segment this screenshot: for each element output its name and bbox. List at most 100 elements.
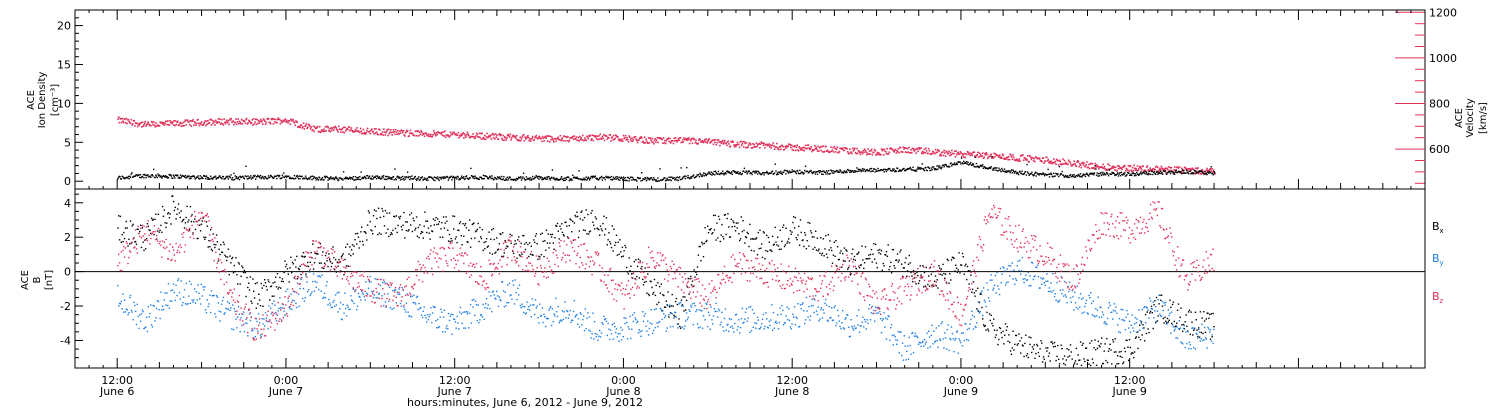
b-point-bx (437, 218, 439, 220)
b-point-by (498, 296, 500, 298)
b-point-bx (1176, 309, 1179, 311)
b-point-bx (1018, 333, 1020, 335)
b-point-bx (869, 257, 871, 260)
velocity-point (281, 121, 284, 123)
b-point-bx (996, 329, 998, 332)
b-point-bx (950, 279, 952, 281)
velocity-point (120, 121, 123, 124)
b-point-by (137, 315, 139, 318)
b-point-bx (165, 226, 167, 229)
density-point (615, 178, 618, 180)
velocity-point (1181, 167, 1183, 170)
density-point (997, 170, 999, 172)
density-point (1062, 174, 1064, 176)
density-point (172, 174, 175, 176)
b-point-bx (451, 240, 453, 242)
b-point-by (275, 311, 277, 314)
velocity-point (121, 117, 123, 120)
velocity-point (362, 128, 365, 131)
b-point-bx (311, 257, 313, 259)
velocity-point (925, 150, 928, 152)
density-point (701, 175, 703, 178)
velocity-point (316, 125, 319, 128)
velocity-point (1162, 168, 1164, 170)
density-point (530, 179, 532, 181)
density-point (1041, 173, 1044, 175)
velocity-point (612, 134, 615, 137)
velocity-point (145, 125, 147, 127)
density-point (709, 172, 711, 175)
b-point-bx (973, 292, 975, 294)
b-point-bx (944, 277, 946, 279)
velocity-point (954, 156, 957, 158)
b-point-bx (588, 233, 590, 235)
b-point-bx (417, 226, 419, 229)
b-point-bx (353, 245, 355, 247)
b-point-bx (797, 234, 799, 236)
b-point-by (199, 303, 202, 305)
b-point-bx (488, 231, 490, 233)
velocity-point (461, 133, 464, 135)
velocity-point (324, 126, 327, 128)
b-point-bx (1160, 294, 1163, 296)
velocity-point (653, 142, 655, 145)
b-point-bx (1085, 347, 1087, 349)
density-point (226, 176, 229, 178)
b-point-bx (129, 243, 131, 245)
density-point (487, 178, 490, 180)
b-point-bx (1030, 337, 1032, 339)
density-point (377, 176, 379, 178)
density-point (352, 176, 355, 178)
density-point (1010, 169, 1013, 171)
b-point-bx (134, 240, 137, 243)
b-point-by (399, 302, 402, 305)
b-point-bx (385, 232, 387, 234)
velocity-point (994, 153, 997, 155)
density-point (776, 172, 779, 174)
velocity-point (735, 145, 737, 147)
density-point (594, 175, 596, 177)
density-point (290, 177, 293, 180)
density-point (1098, 175, 1101, 177)
velocity-point (1102, 163, 1104, 166)
velocity-point (161, 121, 164, 124)
velocity-point (577, 139, 579, 142)
velocity-point (284, 118, 287, 120)
b-point-bx (855, 267, 857, 270)
density-point (484, 175, 487, 177)
density-point (336, 178, 338, 180)
velocity-point (397, 129, 399, 132)
velocity-point (1209, 168, 1212, 170)
velocity-point (755, 142, 758, 145)
b-point-bx (719, 240, 721, 243)
velocity-point (557, 136, 559, 139)
velocity-point (366, 129, 368, 132)
b-point-bx (648, 294, 651, 297)
b-point-bx (411, 230, 414, 233)
b-point-bx (1125, 339, 1127, 341)
density-point (533, 178, 535, 180)
b-point-bx (243, 269, 246, 272)
b-point-by (427, 318, 430, 321)
velocity-point (341, 127, 344, 130)
velocity-point (143, 122, 146, 125)
density-point (119, 176, 121, 178)
b-point-by (174, 299, 176, 302)
velocity-point (762, 142, 764, 144)
b-point-by (410, 296, 412, 298)
velocity-point (457, 131, 460, 134)
velocity-point (378, 129, 381, 131)
b-point-bx (221, 251, 224, 254)
velocity-point (335, 128, 338, 130)
b-point-by (450, 313, 452, 315)
b-point-bx (184, 222, 187, 224)
velocity-point (867, 148, 869, 150)
velocity-point (1041, 160, 1043, 163)
density-point (1119, 172, 1121, 174)
velocity-point (348, 126, 351, 128)
b-point-by (490, 295, 492, 297)
velocity-point (835, 148, 838, 150)
velocity-point (489, 134, 492, 137)
velocity-point (368, 130, 371, 133)
density-point (1162, 170, 1165, 172)
